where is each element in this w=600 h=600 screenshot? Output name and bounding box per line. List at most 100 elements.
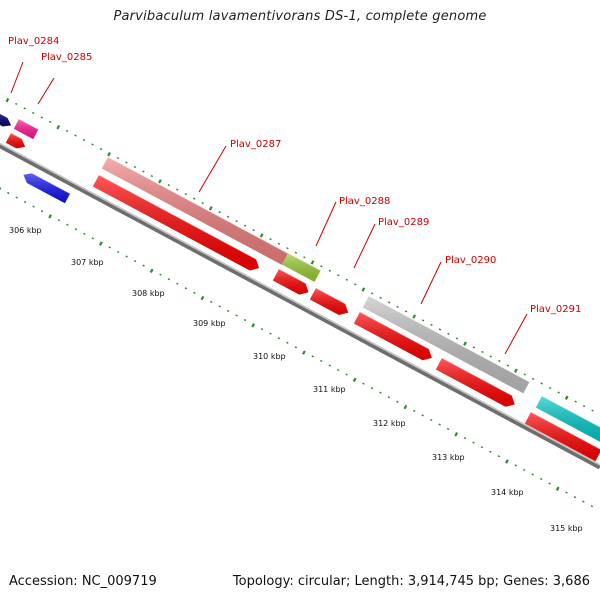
inner-minor-tick bbox=[362, 382, 365, 385]
outer-minor-tick bbox=[531, 377, 535, 381]
outer-minor-tick bbox=[176, 188, 179, 191]
inner-major-tick bbox=[200, 295, 205, 301]
inner-minor-tick bbox=[294, 346, 298, 349]
inner-major-tick bbox=[48, 214, 53, 219]
outer-major-tick bbox=[310, 260, 315, 265]
outer-minor-tick bbox=[252, 229, 255, 232]
inner-minor-tick bbox=[531, 473, 534, 476]
outer-minor-tick bbox=[277, 242, 281, 245]
outer-minor-tick bbox=[582, 404, 586, 408]
outer-minor-tick bbox=[438, 328, 442, 331]
outer-minor-tick bbox=[574, 400, 577, 403]
outer-minor-tick bbox=[226, 215, 230, 218]
outer-minor-tick bbox=[430, 323, 433, 327]
outer-major-tick bbox=[564, 395, 569, 400]
outer-minor-tick bbox=[354, 283, 357, 286]
outer-minor-tick bbox=[91, 143, 94, 146]
gene-plav-0291-bar bbox=[535, 395, 600, 442]
kbp-label-313: 313 kbp bbox=[432, 453, 465, 462]
inner-minor-tick bbox=[218, 305, 221, 308]
outer-minor-tick bbox=[523, 373, 526, 376]
outer-minor-tick bbox=[455, 337, 459, 340]
outer-minor-tick bbox=[31, 111, 35, 115]
inner-minor-tick bbox=[480, 446, 484, 449]
gene-label-plav-0288: Plav_0288 bbox=[339, 196, 390, 207]
outer-minor-tick bbox=[167, 183, 171, 187]
gene-plav-0285-bar bbox=[13, 118, 39, 140]
inner-minor-tick bbox=[108, 246, 111, 249]
inner-minor-tick bbox=[523, 468, 526, 471]
gene-label-plav-0291: Plav_0291 bbox=[530, 304, 581, 315]
outer-minor-tick bbox=[23, 107, 26, 110]
inner-major-tick bbox=[251, 323, 256, 328]
outer-minor-tick bbox=[370, 292, 374, 295]
inner-minor-tick bbox=[573, 496, 577, 499]
inner-minor-tick bbox=[57, 219, 61, 222]
inner-minor-tick bbox=[345, 373, 348, 376]
gene-label-plav-0287: Plav_0287 bbox=[230, 139, 281, 150]
gene-label-plav-0285: Plav_0285 bbox=[41, 52, 92, 63]
cds-arrow-4 bbox=[272, 268, 312, 295]
outer-minor-tick bbox=[48, 120, 52, 124]
cds-arrow-6 bbox=[353, 311, 436, 361]
outer-minor-tick bbox=[243, 224, 247, 227]
outer-minor-tick bbox=[184, 193, 187, 196]
inner-minor-tick bbox=[311, 355, 314, 358]
outer-minor-tick bbox=[74, 134, 77, 137]
gene-plav-0284-bar bbox=[0, 113, 14, 127]
inner-minor-tick bbox=[497, 455, 501, 458]
outer-major-tick bbox=[56, 124, 61, 130]
inner-minor-tick bbox=[489, 450, 492, 453]
outer-major-tick bbox=[208, 206, 213, 211]
gene-label-plav-0289: Plav_0289 bbox=[378, 217, 429, 228]
outer-major-tick bbox=[361, 287, 366, 292]
outer-minor-tick bbox=[218, 211, 221, 214]
outer-minor-tick bbox=[472, 346, 476, 349]
inner-minor-tick bbox=[159, 273, 162, 276]
kbp-label-309: 309 kbp bbox=[193, 319, 226, 328]
inner-minor-tick bbox=[370, 387, 374, 390]
inner-minor-tick bbox=[565, 491, 568, 494]
cds-arrow-5 bbox=[309, 287, 352, 316]
outer-minor-tick bbox=[65, 129, 69, 133]
inner-minor-tick bbox=[336, 368, 340, 372]
inner-minor-tick bbox=[590, 505, 594, 508]
inner-minor-tick bbox=[226, 309, 230, 313]
inner-minor-tick bbox=[387, 396, 391, 399]
outer-major-tick bbox=[412, 314, 417, 319]
inner-major-tick bbox=[99, 241, 103, 246]
outer-minor-tick bbox=[193, 197, 196, 200]
outer-major-tick bbox=[514, 368, 518, 373]
outer-minor-tick bbox=[150, 174, 154, 178]
outer-minor-tick bbox=[379, 296, 382, 299]
inner-minor-tick bbox=[269, 332, 272, 335]
outer-minor-tick bbox=[396, 305, 399, 308]
gene-label-plav-0290: Plav_0290 bbox=[445, 255, 496, 266]
gene-features bbox=[0, 113, 600, 462]
inner-minor-tick bbox=[23, 200, 27, 204]
kbp-label-307: 307 kbp bbox=[71, 258, 104, 267]
kbp-label-314: 314 kbp bbox=[491, 488, 524, 497]
inner-minor-tick bbox=[413, 409, 416, 412]
inner-minor-tick bbox=[83, 232, 86, 235]
outer-major-tick bbox=[259, 233, 264, 238]
cds-arrow-8 bbox=[524, 411, 600, 462]
cds-arrow-2 bbox=[5, 132, 28, 149]
outer-minor-tick bbox=[269, 238, 272, 241]
inner-major-tick bbox=[149, 268, 154, 274]
inner-minor-tick bbox=[193, 291, 196, 294]
inner-minor-tick bbox=[463, 436, 467, 440]
cds-arrow-3 bbox=[92, 174, 263, 271]
outer-minor-tick bbox=[337, 274, 340, 277]
inner-minor-tick bbox=[74, 228, 78, 231]
outer-minor-tick bbox=[142, 170, 145, 173]
outer-minor-tick bbox=[557, 391, 560, 394]
inner-minor-tick bbox=[379, 391, 382, 394]
outer-major-tick bbox=[107, 152, 111, 157]
cds-arrow-1 bbox=[0, 132, 4, 140]
inner-minor-tick bbox=[176, 282, 179, 285]
kbp-label-310: 310 kbp bbox=[253, 352, 286, 361]
inner-minor-tick bbox=[319, 359, 323, 363]
outer-minor-tick bbox=[286, 247, 289, 250]
inner-minor-tick bbox=[438, 423, 441, 426]
